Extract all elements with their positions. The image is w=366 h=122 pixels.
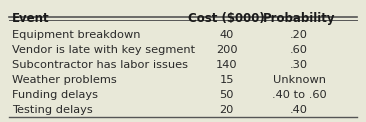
Text: Unknown: Unknown — [273, 75, 326, 85]
Text: .30: .30 — [290, 60, 308, 70]
Text: 15: 15 — [219, 75, 234, 85]
Text: Cost ($000): Cost ($000) — [188, 12, 265, 25]
Text: Probability: Probability — [263, 12, 336, 25]
Text: Subcontractor has labor issues: Subcontractor has labor issues — [12, 60, 188, 70]
Text: .40: .40 — [290, 105, 308, 115]
Text: .60: .60 — [290, 45, 308, 55]
Text: Testing delays: Testing delays — [12, 105, 93, 115]
Text: 200: 200 — [216, 45, 238, 55]
Text: Vendor is late with key segment: Vendor is late with key segment — [12, 45, 195, 55]
Text: .40 to .60: .40 to .60 — [272, 90, 326, 100]
Text: .20: .20 — [290, 30, 308, 40]
Text: 20: 20 — [219, 105, 234, 115]
Text: 50: 50 — [219, 90, 234, 100]
Text: Event: Event — [12, 12, 50, 25]
Text: Funding delays: Funding delays — [12, 90, 98, 100]
Text: Weather problems: Weather problems — [12, 75, 117, 85]
Text: 140: 140 — [216, 60, 238, 70]
Text: Equipment breakdown: Equipment breakdown — [12, 30, 141, 40]
Text: 40: 40 — [219, 30, 234, 40]
